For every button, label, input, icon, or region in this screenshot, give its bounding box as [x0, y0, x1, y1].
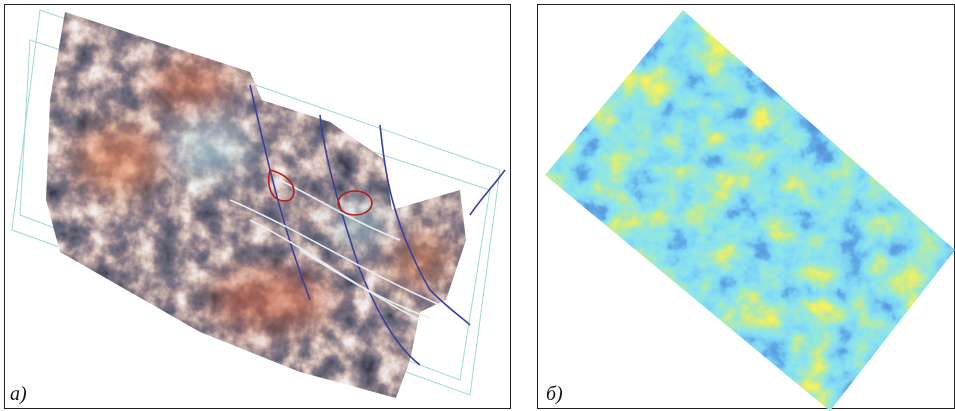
- panel-label: б): [546, 383, 563, 405]
- figure: а) б): [0, 0, 955, 411]
- panel-label: а): [10, 383, 27, 405]
- page: {"panels": [{"label": "а)"}, {"label": "…: [0, 0, 955, 411]
